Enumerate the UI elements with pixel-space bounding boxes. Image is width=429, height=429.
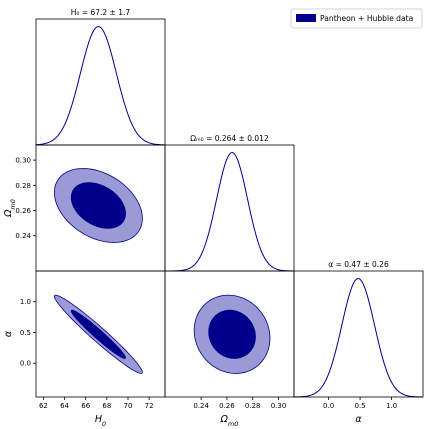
x-axis-label-alpha: α: [355, 414, 362, 425]
y-tick-label-Om0: 0.30: [15, 157, 31, 165]
x-tick-label-H0: 72: [145, 402, 154, 410]
y-tick-label-Om0: 0.26: [15, 207, 31, 215]
panels-layer: [33, 18, 424, 400]
contour-68-H0-Om0: [70, 182, 126, 229]
marginal-curve-Om0: [165, 152, 295, 272]
y-axis-label-Om0-sub: m0: [9, 199, 17, 209]
y-axis-label-Om0-base: Ω: [3, 209, 14, 218]
legend-swatch: [296, 14, 316, 22]
y-axis-label-alpha-base: α: [3, 330, 14, 337]
x-tick-label-Om0: 0.30: [271, 402, 287, 410]
y-tick-label-Om0: 0.24: [15, 232, 31, 240]
x-tick-label-H0: 68: [102, 402, 111, 410]
panel-title-alpha: α = 0.47 ± 0.26: [328, 260, 389, 269]
legend-label: Pantheon + Hubble data: [320, 14, 413, 23]
legend-frame: [290, 8, 423, 29]
marginal-curve-H0: [35, 26, 166, 146]
panel-title-H0: H₀ = 67.2 ± 1.7: [71, 8, 131, 17]
x-tick-label-alpha: 0.5: [355, 402, 366, 410]
panel-frame-0-0: [35, 18, 166, 146]
x-tick-label-Om0: 0.26: [219, 402, 235, 410]
y-axis-label-Om0: Ωm0: [3, 199, 17, 218]
y-tick-label-alpha: 0.5: [20, 329, 31, 337]
contour-68-H0-alpha: [70, 309, 126, 359]
x-axis-label-Om0-base: Ω: [220, 414, 229, 425]
panel-frame-1-1: [164, 144, 295, 272]
x-tick-label-Om0: 0.28: [245, 402, 261, 410]
x-tick-label-H0: 70: [124, 402, 133, 410]
legend: Pantheon + Hubble data: [290, 8, 423, 29]
x-axis-label-H0-sub: 0: [102, 420, 106, 428]
marginal-curve-alpha: [293, 278, 424, 398]
panel-title-Om0: Ωₘ₀ = 0.264 ± 0.012: [190, 134, 269, 143]
x-tick-label-H0: 66: [81, 402, 90, 410]
y-tick-label-alpha: 0.0: [20, 360, 31, 368]
x-tick-label-alpha: 0.0: [323, 402, 334, 410]
x-axis-label-H0-base: H: [95, 414, 102, 425]
labels-layer: 0.24 0.26 0.28 0.30 62 64 66 68 70 72 0.0 0.5 1.0 0.2…: [3, 8, 397, 428]
y-tick-label-Om0: 0.28: [15, 182, 31, 190]
y-axis-label-alpha: α: [3, 330, 14, 337]
x-axis-label-alpha-base: α: [355, 414, 362, 425]
panel-frame-2-2: [293, 270, 424, 398]
x-tick-label-alpha: 1.0: [386, 402, 397, 410]
x-axis-label-Om0-sub: m0: [228, 420, 238, 428]
x-axis-label-Om0: Ωm0: [220, 414, 239, 428]
contour-68-Om0-alpha: [208, 309, 256, 359]
x-axis-label-H0: H0: [95, 414, 106, 428]
x-tick-label-Om0: 0.24: [193, 402, 209, 410]
x-tick-label-H0: 62: [39, 402, 48, 410]
y-tick-label-alpha: 1.0: [20, 298, 31, 306]
x-tick-label-H0: 64: [60, 402, 69, 410]
